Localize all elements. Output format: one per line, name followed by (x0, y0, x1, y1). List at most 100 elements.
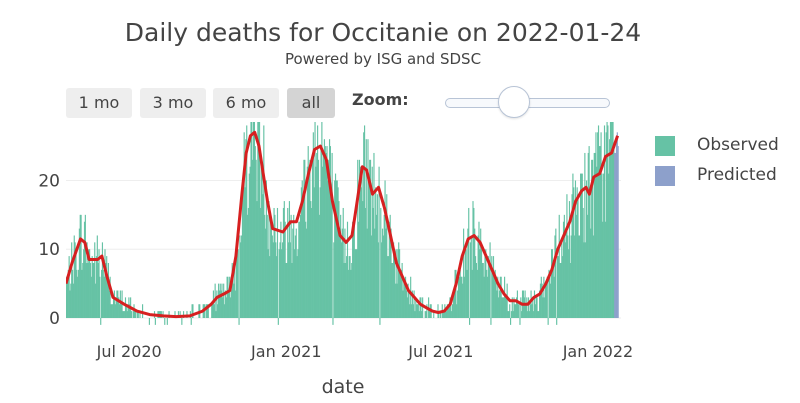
observed-bar (120, 304, 122, 318)
observed-bar (296, 256, 298, 318)
observed-bar (379, 318, 381, 325)
observed-bar (148, 318, 150, 325)
observed-bar (324, 146, 326, 318)
observed-bar (327, 180, 329, 318)
observed-bar (323, 152, 325, 318)
predicted-bar (614, 152, 616, 318)
observed-bar (215, 311, 217, 318)
observed-bar (559, 262, 561, 318)
observed-bar (96, 235, 98, 318)
observed-bar (300, 187, 302, 318)
observed-bar (532, 297, 534, 318)
observed-bar (311, 159, 314, 318)
observed-bar (219, 283, 221, 318)
range-6mo-button[interactable]: 6 mo (213, 88, 279, 118)
observed-bar (518, 304, 520, 318)
observed-bar (609, 122, 612, 319)
observed-bar (404, 283, 406, 318)
observed-bar (277, 318, 279, 325)
observed-bar (412, 304, 414, 318)
observed-bar (474, 228, 476, 318)
observed-bar (609, 139, 611, 318)
observed-bar (376, 194, 378, 318)
observed-bar (352, 221, 355, 318)
observed-bar (380, 207, 382, 318)
observed-bar (406, 297, 408, 318)
observed-bar (494, 269, 496, 318)
observed-bar (105, 262, 107, 318)
observed-bar (252, 159, 254, 318)
observed-bar (245, 139, 247, 318)
observed-bar (332, 318, 334, 325)
observed-bar (568, 249, 570, 318)
observed-bar (397, 249, 399, 318)
observed-bar (263, 125, 265, 318)
observed-bar (321, 122, 323, 318)
observed-bar (311, 207, 313, 318)
observed-bar (221, 283, 223, 318)
observed-bar (527, 297, 530, 318)
observed-bar (322, 166, 324, 318)
observed-bar (125, 304, 127, 318)
observed-bar (519, 318, 521, 325)
observed-bar (127, 304, 129, 318)
observed-bar (578, 235, 580, 318)
observed-bar (368, 173, 370, 318)
observed-bar (124, 311, 126, 318)
observed-bar (456, 304, 458, 318)
observed-bar (181, 318, 183, 325)
chart-subtitle: Powered by ISG and SDSC (284, 50, 482, 68)
observed-bar (72, 283, 74, 318)
observed-bar (363, 132, 365, 318)
observed-bar (235, 290, 237, 318)
observed-bar (292, 228, 294, 318)
observed-bar (404, 276, 407, 318)
observed-bar (574, 235, 576, 318)
observed-bar (591, 159, 594, 318)
observed-bar (358, 159, 361, 318)
observed-bar (249, 166, 251, 318)
observed-bar (575, 214, 577, 318)
range-all-button[interactable]: all (287, 88, 335, 118)
observed-bar (166, 318, 168, 325)
observed-bar (271, 235, 273, 318)
observed-bar (355, 249, 357, 318)
observed-bar (547, 318, 549, 325)
observed-bar (69, 290, 71, 318)
observed-bar (291, 262, 293, 318)
observed-bar (246, 125, 248, 318)
observed-bar (574, 180, 577, 318)
zoom-slider-handle[interactable] (498, 86, 531, 118)
observed-bar (236, 235, 238, 318)
observed-bar (594, 152, 596, 318)
observed-bar (416, 304, 418, 318)
observed-bar (254, 146, 256, 318)
predicted-bar (616, 132, 618, 318)
observed-bar (528, 311, 530, 318)
observed-bar (232, 269, 234, 318)
observed-bar (501, 297, 503, 318)
observed-bar (351, 262, 353, 318)
observed-bar (123, 311, 125, 318)
observed-bar (77, 269, 80, 318)
observed-bar (118, 297, 120, 318)
observed-bar (593, 152, 595, 318)
observed-bar (257, 122, 259, 319)
observed-bar (499, 276, 501, 318)
observed-bar (83, 221, 86, 318)
observed-bar (306, 166, 308, 318)
range-1mo-button[interactable]: 1 mo (66, 88, 132, 118)
observed-bar (168, 311, 170, 318)
observed-bar (390, 228, 392, 318)
observed-bar (590, 228, 592, 318)
observed-bar (424, 311, 426, 318)
observed-bar (363, 125, 366, 318)
legend-label-predicted: Predicted (697, 165, 777, 185)
observed-bar (471, 269, 473, 318)
observed-bar (539, 290, 541, 318)
observed-bar (387, 256, 389, 318)
observed-bar (318, 214, 320, 318)
range-3mo-button[interactable]: 3 mo (140, 88, 206, 118)
observed-bar (533, 290, 536, 318)
observed-bar (509, 304, 511, 318)
